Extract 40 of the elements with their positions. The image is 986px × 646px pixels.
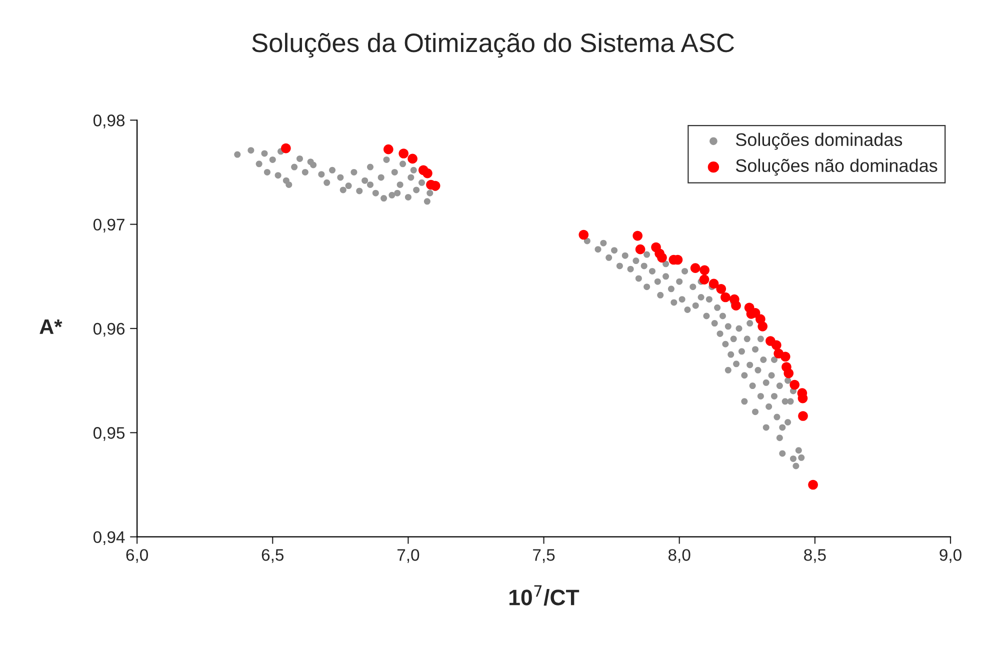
y-tick-label: 0,94 <box>93 531 125 545</box>
y-tick-label: 0,98 <box>93 114 125 128</box>
point <box>790 380 800 390</box>
point <box>422 168 432 178</box>
x-axis-title: 10$^{7}$/CT <box>510 585 580 606</box>
point <box>408 154 418 164</box>
x-tick-label: 8,0 <box>668 549 690 563</box>
point <box>398 148 409 158</box>
point <box>578 230 589 240</box>
point <box>716 284 726 294</box>
point <box>708 278 719 289</box>
point <box>699 274 710 284</box>
x-tick-label: 9,0 <box>940 549 962 563</box>
x-tick-label: 7,5 <box>533 549 555 563</box>
point <box>772 340 782 350</box>
y-axis-title: A* <box>40 320 62 334</box>
point <box>657 252 667 263</box>
point <box>632 230 643 241</box>
point <box>798 411 808 421</box>
point <box>690 263 700 273</box>
point <box>784 368 794 378</box>
point <box>758 322 768 332</box>
point <box>635 244 646 254</box>
point <box>780 352 790 362</box>
x-tick-label: 7,0 <box>397 549 420 563</box>
y-tick-label: 0,97 <box>93 218 124 232</box>
point <box>720 292 730 302</box>
legend-label: Soluções não dominadas <box>736 158 938 176</box>
x-tick-label: 6,0 <box>126 549 148 563</box>
point <box>700 265 710 276</box>
legend-label: Soluções dominadas <box>736 132 902 150</box>
point <box>281 143 291 154</box>
point <box>384 144 394 154</box>
x-tick-label: 8,5 <box>804 549 826 563</box>
y-tick-label: 0,96 <box>93 322 125 337</box>
point <box>808 480 818 490</box>
y-tick-label: 0,95 <box>93 427 125 441</box>
point <box>731 300 741 310</box>
x-tick-label: 6,5 <box>262 549 284 563</box>
chart-title: Soluções da Otimização do Sistema ASC <box>252 32 734 58</box>
